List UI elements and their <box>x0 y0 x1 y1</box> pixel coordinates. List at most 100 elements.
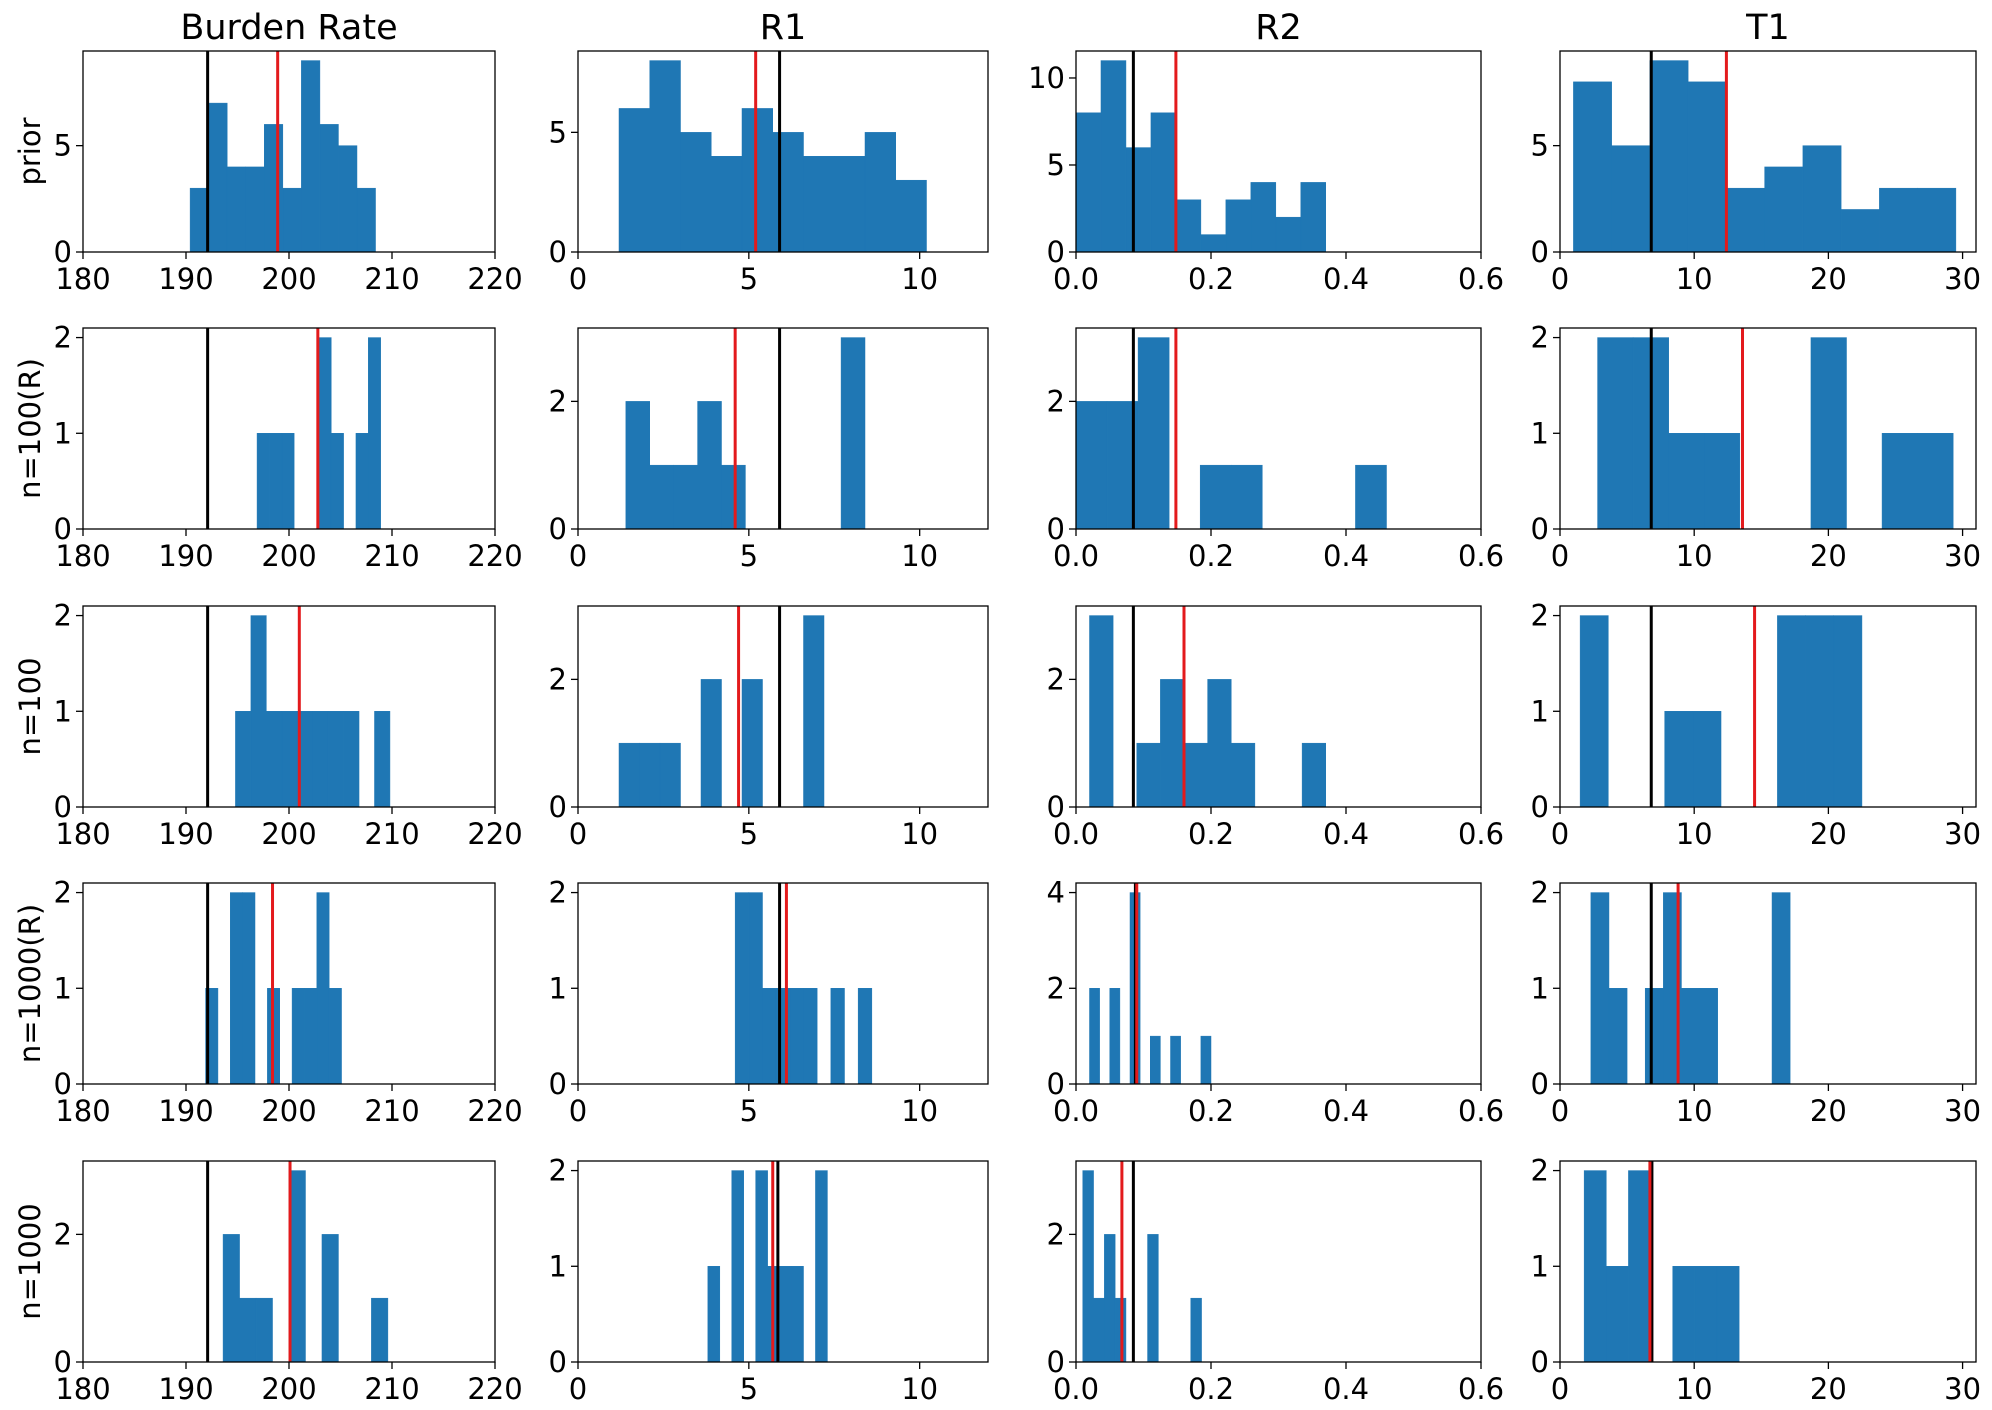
x-tick-label: 0.2 <box>1188 1372 1234 1406</box>
y-tick-label: 0 <box>1047 235 1065 269</box>
y-tick-label: 4 <box>1047 876 1065 910</box>
y-tick-label: 2 <box>549 1154 567 1188</box>
histogram-bar <box>256 433 270 530</box>
histogram-bar <box>731 1170 744 1363</box>
panel-4-0: 180 190 200 210 220 0 2 <box>54 1160 523 1406</box>
histogram-bar <box>338 145 358 253</box>
x-tick-label: 0.6 <box>1458 817 1504 851</box>
axes-frame <box>1559 882 1977 1085</box>
y-tick-label: 5 <box>54 129 72 163</box>
histogram-bar <box>1917 433 1954 530</box>
y-tick-label: 2 <box>549 876 567 910</box>
axes-frame <box>1559 50 1977 253</box>
x-tick-label: 20 <box>1810 817 1847 851</box>
histogram-bar <box>649 464 674 530</box>
histogram-bar <box>250 615 267 808</box>
histogram-bar <box>1100 60 1127 253</box>
axes-frame <box>577 50 989 253</box>
column-title-1: R1 <box>760 8 807 48</box>
x-tick-label: 10 <box>1676 539 1713 573</box>
axes-frame <box>577 1160 989 1363</box>
histogram-bar <box>1726 187 1765 253</box>
x-tick-label: 30 <box>1944 539 1981 573</box>
histogram-bar <box>1275 216 1302 253</box>
panel-1-0: 180 190 200 210 220 0 1 2 <box>54 321 523 573</box>
x-tick-label: 220 <box>467 817 522 851</box>
x-tick-label: 0.4 <box>1323 1372 1369 1406</box>
column-title-3: T1 <box>1745 8 1790 48</box>
x-tick-label: 220 <box>467 1094 522 1128</box>
histogram-bar <box>779 1266 792 1363</box>
x-tick-label: 10 <box>1676 1372 1713 1406</box>
x-tick-label: 30 <box>1944 1372 1981 1406</box>
histogram-bar <box>803 615 825 808</box>
panel-3-2: 0.0 0.2 0.4 0.6 0 2 4 <box>1047 876 1505 1128</box>
histogram-bar <box>1833 615 1863 808</box>
histogram-bar <box>1301 742 1326 808</box>
histogram-bar <box>707 1266 721 1363</box>
x-tick-label: 0.6 <box>1458 1372 1504 1406</box>
y-tick-label: 0 <box>1531 235 1549 269</box>
histogram-bar <box>312 711 329 808</box>
histogram-bar <box>1699 988 1718 1085</box>
histogram-bar <box>1207 679 1232 808</box>
histogram-bar <box>355 433 369 530</box>
panel-4-2: 0.0 0.2 0.4 0.6 0 2 <box>1047 1160 1504 1406</box>
panel-0-0: 180 190 200 210 220 0 5 <box>54 50 523 296</box>
histogram-bar <box>1150 112 1177 253</box>
x-tick-label: 10 <box>901 539 938 573</box>
x-tick-label: 0 <box>569 1094 587 1128</box>
y-tick-label: 2 <box>549 384 567 418</box>
histogram-bar <box>618 108 650 253</box>
x-tick-label: 30 <box>1944 262 1981 296</box>
y-tick-label: 0 <box>549 1345 567 1379</box>
histogram-bar <box>1225 199 1252 253</box>
x-tick-label: 10 <box>901 1094 938 1128</box>
x-tick-label: 20 <box>1810 539 1847 573</box>
histogram-bar <box>266 711 283 808</box>
y-tick-label: 1 <box>1531 1249 1549 1283</box>
histogram-bar <box>281 711 298 808</box>
histogram-bar <box>368 337 381 530</box>
histogram-bar <box>1125 147 1152 253</box>
y-tick-label: 0 <box>549 1067 567 1101</box>
y-tick-label: 1 <box>1531 971 1549 1005</box>
histogram-bar <box>327 711 344 808</box>
x-tick-label: 180 <box>55 817 110 851</box>
x-tick-label: 200 <box>261 539 316 573</box>
x-tick-label: 200 <box>261 1372 316 1406</box>
panel-1-3: 0 10 20 30 0 1 2 <box>1531 321 1981 573</box>
x-tick-label: 20 <box>1810 1372 1847 1406</box>
histogram-bar <box>895 179 927 253</box>
histogram-bar <box>1136 742 1161 808</box>
y-tick-label: 2 <box>1531 876 1549 910</box>
y-tick-label: 5 <box>1047 148 1065 182</box>
x-tick-label: 10 <box>1676 1094 1713 1128</box>
axes-frame <box>577 605 989 808</box>
histogram-bar <box>222 1234 240 1363</box>
y-tick-label: 0 <box>1531 1067 1549 1101</box>
histogram-bar <box>245 166 265 253</box>
x-tick-label: 10 <box>901 817 938 851</box>
axes-frame <box>1559 605 1977 808</box>
histogram-bar <box>830 988 845 1085</box>
histogram-bar <box>1147 1234 1159 1363</box>
panel-3-3: 0 10 20 30 0 1 2 <box>1531 876 1981 1128</box>
histogram-bar <box>1840 209 1880 253</box>
panel-1-2: 0.0 0.2 0.4 0.6 0 2 <box>1047 327 1504 573</box>
x-tick-label: 180 <box>55 1094 110 1128</box>
x-tick-label: 0.2 <box>1188 262 1234 296</box>
histogram-bar <box>711 156 743 253</box>
x-tick-label: 210 <box>364 539 419 573</box>
histogram-bar <box>734 892 750 1085</box>
histogram-bar <box>755 1170 768 1363</box>
histogram-bar <box>834 156 866 253</box>
y-tick-label: 0 <box>1531 790 1549 824</box>
x-tick-label: 20 <box>1810 262 1847 296</box>
x-tick-label: 220 <box>467 1372 522 1406</box>
histogram-bar <box>1190 1297 1202 1363</box>
histogram-bar <box>1199 464 1232 530</box>
x-tick-label: 200 <box>261 262 316 296</box>
axes-frame <box>1075 50 1482 253</box>
x-tick-label: 5 <box>740 539 758 573</box>
